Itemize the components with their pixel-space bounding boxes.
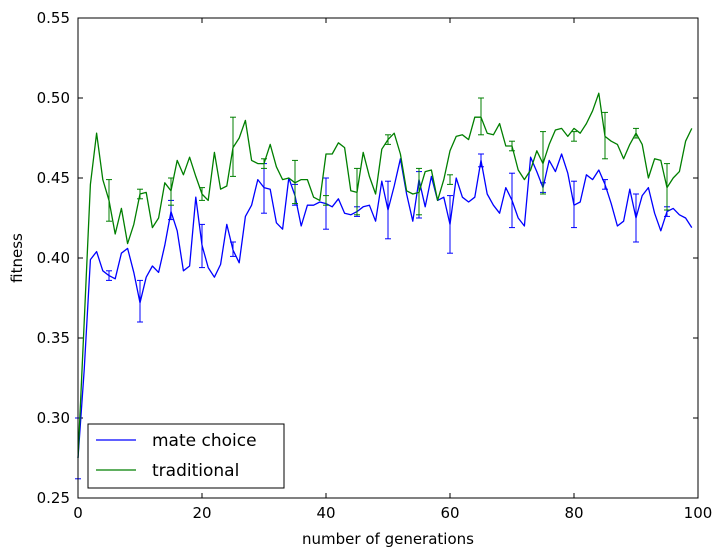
y-tick-label: 0.55 [37,9,70,27]
x-tick-label: 100 [684,504,713,522]
x-tick-label: 80 [564,504,583,522]
legend-label-traditional: traditional [152,461,239,481]
y-tick-label: 0.35 [37,329,70,347]
x-tick-label: 40 [316,504,335,522]
y-tick-label: 0.30 [37,409,70,427]
plot-area [75,92,693,480]
x-axis-label: number of generations [302,530,474,548]
plot-frame [77,17,699,499]
y-tick-label: 0.25 [37,489,70,507]
x-tick-label: 0 [73,504,83,522]
y-tick-label: 0.40 [37,249,70,267]
legend-box [87,423,285,489]
x-tick-label: 20 [192,504,211,522]
tick-labels: 0 20 40 60 80 100 0.25 0.30 0.35 0.40 0.45 0.50 0.55 [37,9,713,522]
series-line-traditional [77,92,693,459]
y-axis-label: fitness [8,233,26,283]
legend: mate choice traditional [87,423,285,489]
y-tick-label: 0.45 [37,169,70,187]
series-line-mate-choice [77,153,693,459]
y-tick-label: 0.50 [37,89,70,107]
x-tick-label: 60 [440,504,459,522]
legend-label-mate-choice: mate choice [152,431,257,451]
